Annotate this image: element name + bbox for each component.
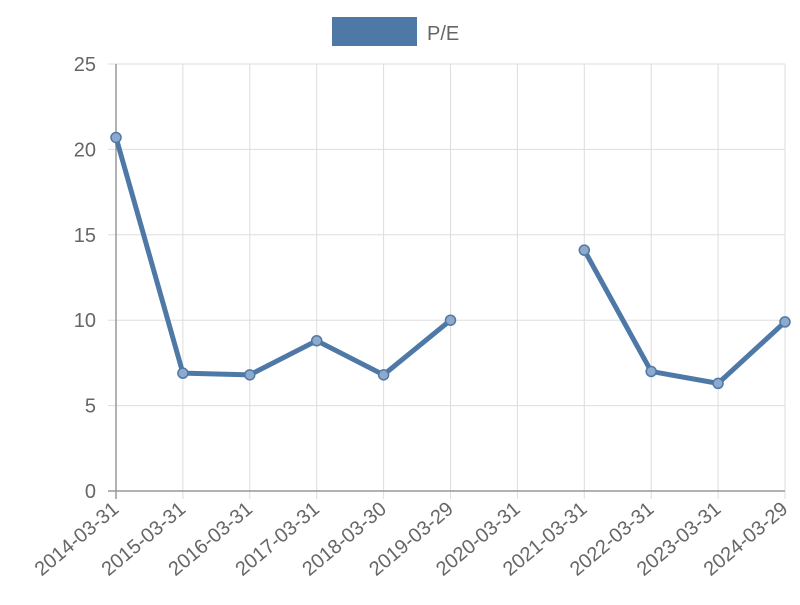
point — [177, 367, 189, 379]
point — [110, 131, 122, 144]
point — [712, 377, 724, 390]
y-tick-label: 10 — [74, 310, 96, 332]
point — [645, 365, 657, 378]
point — [377, 369, 390, 381]
y-tick-label: 25 — [74, 54, 96, 76]
point — [244, 369, 256, 381]
point — [779, 316, 791, 328]
y-tick-label: 15 — [74, 225, 96, 247]
line — [113, 136, 787, 386]
point — [578, 244, 591, 256]
point — [310, 334, 323, 347]
y-tick-label: 20 — [74, 139, 96, 161]
legend-label: P/E — [427, 23, 459, 45]
legend-swatch — [332, 17, 417, 46]
y-tick-label: 5 — [85, 396, 96, 418]
point — [444, 314, 457, 326]
y-tick-label: 0 — [85, 481, 96, 503]
